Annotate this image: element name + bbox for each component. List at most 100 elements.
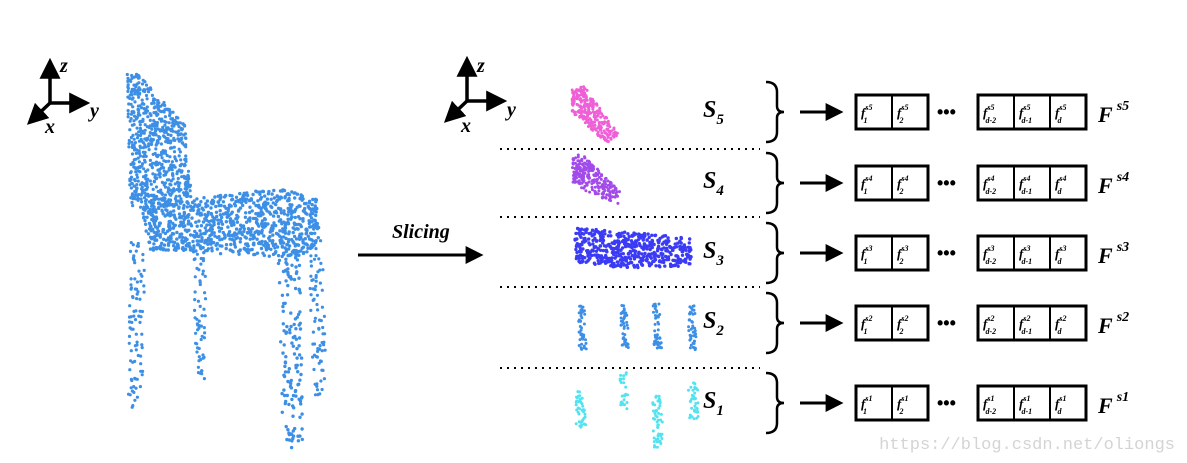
point: [658, 313, 662, 316]
point: [665, 246, 669, 250]
point: [203, 249, 207, 253]
point: [129, 90, 133, 94]
point: [270, 241, 275, 245]
point: [132, 87, 136, 91]
point: [230, 194, 234, 198]
point: [579, 250, 583, 254]
point: [127, 141, 131, 146]
point: [132, 114, 137, 118]
point: [193, 290, 197, 294]
point: [576, 159, 580, 163]
point: [591, 168, 595, 172]
point: [590, 253, 594, 258]
point: [217, 225, 221, 230]
point: [679, 241, 683, 245]
point: [138, 320, 142, 324]
point: [292, 234, 297, 239]
point: [271, 214, 276, 218]
point: [179, 220, 183, 224]
point: [656, 423, 660, 427]
point: [657, 302, 661, 306]
point: [593, 173, 597, 177]
point: [578, 397, 582, 401]
point: [163, 108, 167, 112]
point: [587, 108, 591, 112]
point: [247, 230, 251, 235]
point: [150, 166, 154, 170]
point: [612, 126, 616, 130]
point: [129, 349, 133, 353]
point: [582, 114, 586, 118]
point: [131, 327, 135, 331]
point: [252, 252, 256, 257]
point: [287, 367, 291, 371]
point: [178, 181, 182, 185]
point: [593, 178, 596, 182]
point: [579, 425, 583, 429]
point: [303, 242, 308, 246]
point: [623, 333, 627, 337]
point: [251, 216, 256, 221]
point: [616, 245, 620, 249]
feature-cell: fs1 d: [1049, 385, 1087, 421]
point: [624, 259, 629, 263]
point: [232, 242, 237, 247]
point: [625, 407, 629, 411]
point: [152, 221, 157, 225]
point: [161, 227, 166, 232]
point: [597, 189, 601, 193]
point: [166, 211, 170, 216]
point: [142, 196, 147, 200]
point: [171, 172, 175, 176]
point: [145, 180, 149, 185]
point: [234, 227, 239, 231]
axis-x-label: x: [460, 115, 471, 137]
point: [648, 264, 652, 268]
point: [237, 208, 241, 212]
point: [314, 254, 318, 258]
point: [170, 146, 174, 150]
point: [235, 236, 240, 240]
point: [660, 253, 664, 257]
feature-cell: fs5 d: [1049, 94, 1087, 130]
point: [171, 203, 175, 207]
point: [135, 343, 139, 347]
point: [693, 326, 697, 330]
point: [596, 192, 600, 196]
point: [139, 205, 143, 209]
point: [135, 186, 139, 190]
point: [168, 192, 172, 196]
point: [143, 150, 147, 154]
ellipsis: •••: [937, 243, 956, 263]
point: [130, 143, 135, 147]
point: [666, 240, 670, 244]
point: [218, 238, 222, 242]
point: [203, 331, 207, 335]
point: [314, 239, 318, 243]
point: [637, 234, 641, 239]
point: [593, 185, 597, 189]
point: [690, 397, 694, 401]
point: [175, 230, 179, 235]
point: [138, 133, 143, 138]
point: [314, 275, 318, 279]
point: [177, 205, 181, 209]
point: [218, 197, 222, 202]
point: [227, 204, 232, 208]
point: [606, 179, 610, 183]
point: [254, 212, 258, 216]
point: [164, 238, 168, 242]
point: [176, 137, 180, 141]
point: [656, 399, 660, 403]
point: [128, 249, 133, 253]
point: [579, 333, 583, 337]
point: [142, 131, 146, 135]
point: [273, 242, 278, 246]
point: [272, 210, 277, 214]
point: [153, 105, 157, 109]
point: [573, 178, 577, 182]
point: [656, 437, 660, 441]
point: [294, 337, 298, 341]
point: [584, 95, 588, 99]
